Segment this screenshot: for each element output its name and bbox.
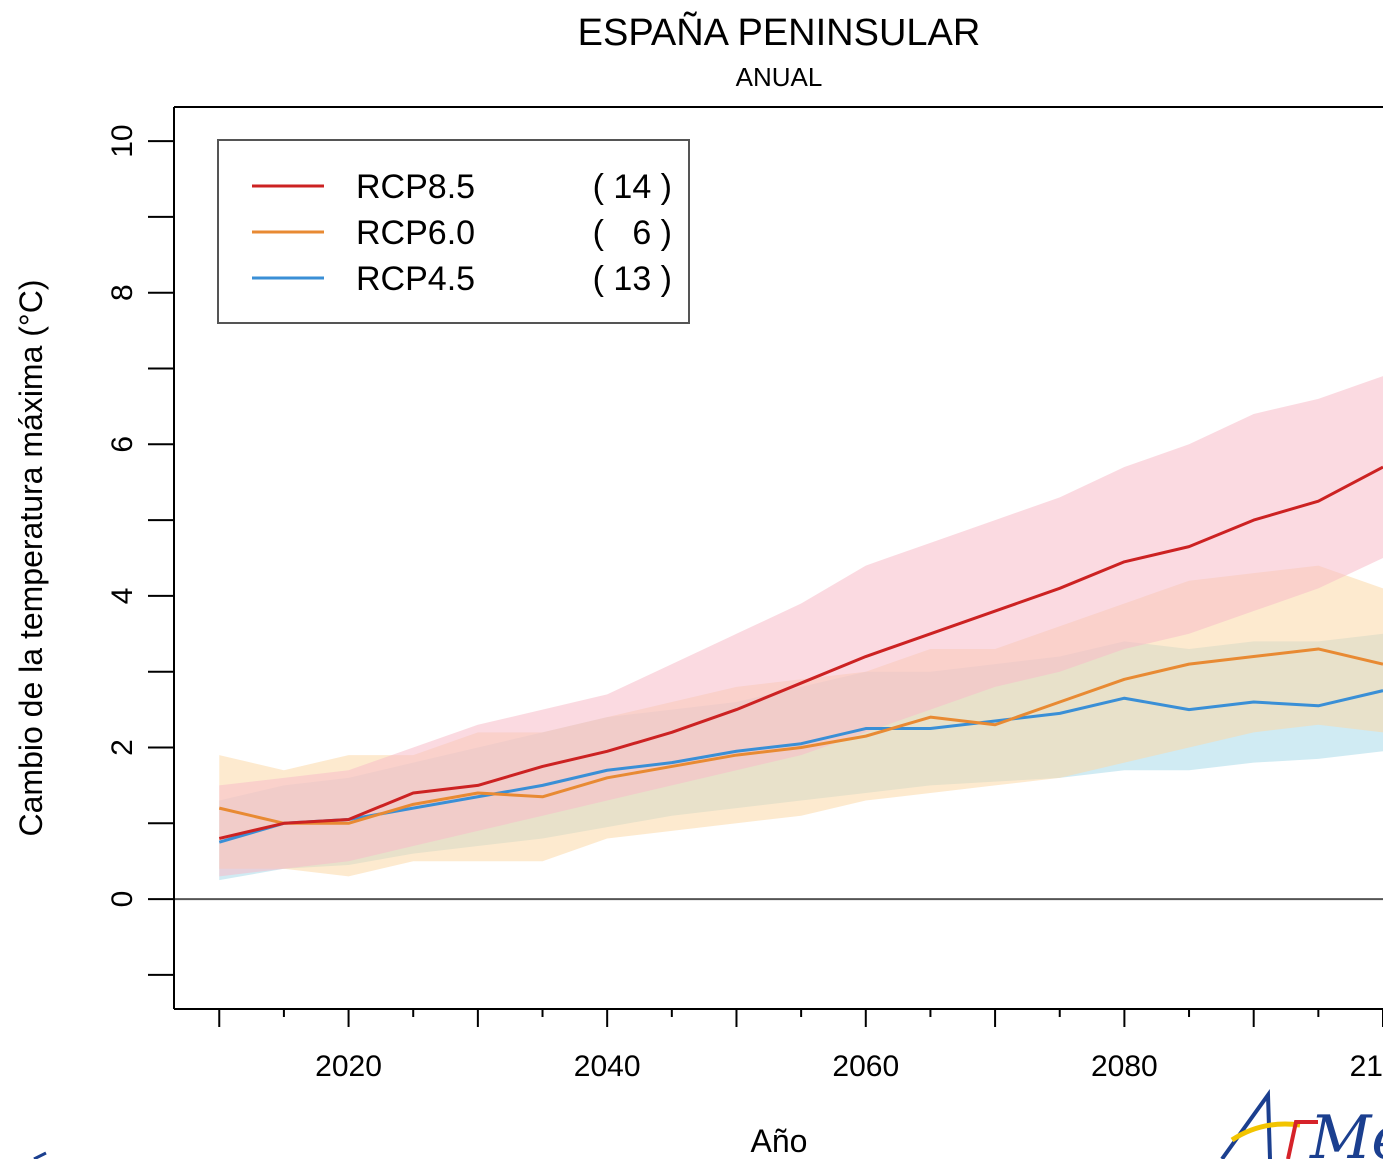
x-tick-label: 2040 — [574, 1050, 641, 1083]
legend-count: ( 6 ) — [593, 214, 672, 252]
y-axis: 0 2 4 6 8 10 — [106, 124, 174, 976]
line-rcp45 — [218, 689, 1383, 844]
legend-label: RCP8.5 — [356, 168, 475, 206]
legend-label: RCP6.0 — [356, 214, 475, 252]
y-tick-label: 2 — [106, 739, 139, 756]
series-lines — [218, 465, 1383, 844]
uncertainty-bands — [219, 376, 1383, 881]
x-axis-label: Año — [751, 1123, 808, 1159]
legend-count: ( 14 ) — [593, 168, 672, 206]
x-tick-label: 2060 — [832, 1050, 899, 1083]
corner-mark — [33, 1151, 47, 1159]
chart-title: ESPAÑA PENINSULAR — [578, 11, 981, 54]
x-tick-label: 2080 — [1091, 1050, 1158, 1083]
legend-count: ( 13 ) — [593, 260, 672, 298]
y-tick-label: 6 — [106, 436, 139, 453]
plot-frame — [173, 106, 1383, 1010]
logo-swoosh — [1230, 1121, 1301, 1143]
band-rcp85 — [219, 376, 1383, 877]
legend-label: RCP4.5 — [356, 260, 475, 298]
y-tick-label: 0 — [106, 891, 139, 908]
logo-e-stroke — [1286, 1120, 1318, 1159]
aemet-logo: Me — [1220, 1089, 1383, 1159]
chart-subtitle: ANUAL — [736, 62, 823, 92]
line-rcp85 — [218, 465, 1383, 840]
x-axis: 2020 2040 2060 2080 2100 — [218, 1009, 1383, 1083]
y-tick-label: 10 — [106, 124, 139, 157]
x-tick-label: 2020 — [315, 1050, 382, 1083]
y-tick-label: 8 — [106, 284, 139, 301]
logo-text: Me — [1309, 1103, 1383, 1159]
y-tick-label: 4 — [106, 588, 139, 605]
y-axis-label: Cambio de la temperatura máxima (°C) — [13, 280, 49, 837]
x-tick-label: 2100 — [1350, 1050, 1383, 1083]
line-rcp60 — [218, 647, 1383, 825]
legend: RCP8.5 ( 14 ) RCP6.0 ( 6 ) RCP4.5 ( 13 ) — [217, 139, 690, 324]
